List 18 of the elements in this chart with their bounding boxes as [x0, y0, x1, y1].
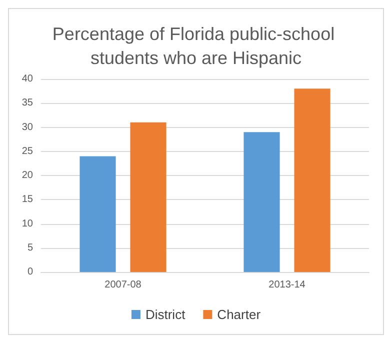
- y-tick-label: 25: [22, 146, 34, 157]
- y-tick-label: 20: [22, 170, 34, 181]
- bar: [130, 122, 166, 272]
- y-tick-label: 35: [22, 98, 34, 109]
- legend-label: Charter: [217, 307, 262, 322]
- y-tick-label: 40: [22, 74, 34, 84]
- y-tick-label: 30: [22, 122, 34, 133]
- y-tick-label: 5: [27, 242, 34, 254]
- legend-label: District: [145, 307, 186, 322]
- chart-title: Percentage of Florida public-school students who are Hispanic: [52, 24, 340, 68]
- x-tick-label: 2007-08: [104, 280, 142, 290]
- x-tick-label: 2013-14: [268, 280, 306, 290]
- bar: [244, 132, 280, 272]
- y-tick-label: 0: [27, 266, 34, 278]
- y-tick-label: 10: [22, 218, 34, 230]
- bar: [294, 88, 330, 272]
- bar: [80, 156, 116, 272]
- y-tick-label: 15: [22, 194, 34, 206]
